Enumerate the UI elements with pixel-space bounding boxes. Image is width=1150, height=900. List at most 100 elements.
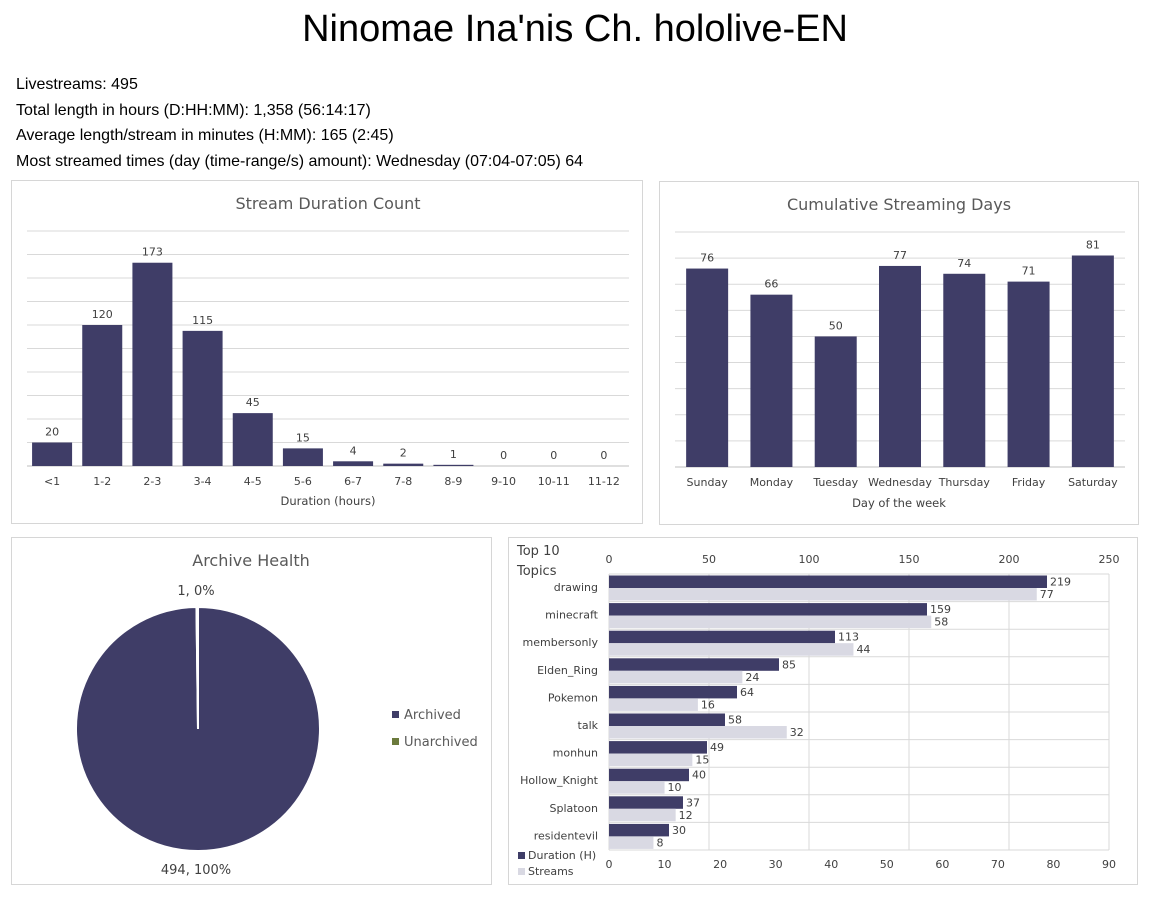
- duration-data-label: 4: [350, 444, 357, 457]
- duration-tick-label: 2-3: [143, 475, 161, 488]
- topics-bar-streams: [609, 726, 787, 739]
- days-chart-xlabel: Day of the week: [852, 496, 946, 510]
- duration-data-label: 115: [192, 314, 213, 327]
- archive-legend-label: Archived: [404, 708, 461, 723]
- duration-data-label: 0: [500, 449, 507, 462]
- topics-data-label-duration: 159: [930, 603, 951, 616]
- duration-tick-label: 8-9: [444, 475, 462, 488]
- duration-bar: [433, 464, 474, 466]
- days-bar: [1007, 281, 1050, 467]
- topics-category-label: residentevil: [534, 829, 598, 842]
- duration-tick-label: 5-6: [294, 475, 312, 488]
- topics-title-line2: Topics: [516, 564, 557, 579]
- topics-bottom-tick-label: 60: [935, 858, 949, 871]
- topics-bar-streams: [609, 836, 654, 849]
- days-bar: [879, 265, 921, 467]
- archive-legend-swatch: [392, 738, 399, 745]
- topics-bar-streams: [609, 615, 932, 629]
- days-bar: [750, 294, 793, 467]
- days-data-label: 81: [1086, 239, 1100, 252]
- topics-chart-title: Top 10 Topics: [516, 544, 564, 579]
- topics-top-tick-label: 150: [899, 553, 920, 566]
- duration-tick-label: 1-2: [93, 475, 111, 488]
- duration-chart: Stream Duration Count Duration (hours) 2…: [27, 194, 629, 508]
- days-data-label: 50: [829, 319, 843, 332]
- topics-legend-swatch-streams: [518, 868, 525, 875]
- days-bar: [1071, 255, 1114, 467]
- duration-bar: [383, 463, 424, 466]
- duration-bar: [282, 448, 323, 466]
- topics-bottom-tick-label: 10: [658, 858, 672, 871]
- stats-block: Livestreams: 495 Total length in hours (…: [16, 72, 583, 175]
- duration-chart-xlabel: Duration (hours): [281, 494, 376, 508]
- days-bar: [686, 268, 729, 467]
- topics-data-label-streams: 12: [679, 809, 693, 822]
- duration-data-label: 1: [450, 448, 457, 461]
- topics-bar-duration: [609, 796, 683, 809]
- topics-bar-duration: [609, 658, 779, 671]
- days-tick-label: Monday: [750, 476, 794, 489]
- days-tick-label: Saturday: [1068, 476, 1118, 489]
- topics-data-label-streams: 24: [745, 671, 759, 684]
- topics-top-tick-label: 200: [999, 553, 1020, 566]
- topics-bar-streams: [609, 781, 665, 794]
- topics-category-label: Elden_Ring: [537, 664, 598, 677]
- topics-bottom-tick-label: 0: [606, 858, 613, 871]
- duration-bar: [232, 413, 273, 466]
- days-tick-label: Friday: [1012, 476, 1046, 489]
- duration-data-label: 45: [246, 396, 260, 409]
- duration-bar: [82, 325, 123, 466]
- topics-bar-duration: [609, 713, 725, 726]
- days-chart-panel: Cumulative Streaming Days Day of the wee…: [659, 181, 1139, 525]
- duration-data-label: 120: [92, 308, 113, 321]
- topics-category-label: Splatoon: [549, 802, 598, 815]
- topics-data-label-streams: 16: [701, 698, 715, 711]
- duration-tick-label: 6-7: [344, 475, 362, 488]
- topics-legend-label-streams: Streams: [528, 865, 574, 878]
- topics-bottom-tick-label: 80: [1046, 858, 1060, 871]
- topics-data-label-duration: 219: [1050, 576, 1071, 589]
- topics-bar-streams: [609, 698, 698, 711]
- days-data-label: 77: [893, 249, 907, 262]
- days-chart: Cumulative Streaming Days Day of the wee…: [675, 195, 1125, 510]
- days-chart-title: Cumulative Streaming Days: [787, 195, 1011, 214]
- topics-data-label-duration: 64: [740, 686, 754, 699]
- duration-data-label: 0: [550, 449, 557, 462]
- topics-chart: Top 10 Topics 0 50 100 150 200 250 0 10 20 30 40 50…: [516, 544, 1120, 878]
- archive-data-label-unarchived: 1, 0%: [177, 584, 214, 599]
- days-data-label: 71: [1022, 265, 1036, 278]
- topics-bottom-tick-label: 20: [713, 858, 727, 871]
- topics-top-tick-label: 0: [606, 553, 613, 566]
- topics-data-label-streams: 58: [934, 616, 948, 629]
- duration-data-label: 0: [600, 449, 607, 462]
- duration-data-label: 20: [45, 426, 59, 439]
- topics-bottom-tick-label: 30: [769, 858, 783, 871]
- topics-data-label-duration: 58: [728, 714, 742, 727]
- stat-average-length: Average length/stream in minutes (H:MM):…: [16, 127, 394, 145]
- topics-bar-streams: [609, 643, 854, 656]
- days-data-label: 74: [957, 257, 971, 270]
- topics-legend-label-duration: Duration (H): [528, 849, 596, 862]
- topics-data-label-duration: 85: [782, 658, 796, 671]
- topics-bar-duration: [609, 630, 835, 644]
- duration-tick-label: 7-8: [394, 475, 412, 488]
- duration-data-label: 2: [400, 447, 407, 460]
- duration-tick-label: <1: [44, 475, 60, 488]
- topics-data-label-streams: 77: [1040, 588, 1054, 601]
- topics-bar-streams: [609, 753, 693, 767]
- duration-data-label: 15: [296, 431, 310, 444]
- topics-top-tick-label: 50: [702, 553, 716, 566]
- days-data-label: 66: [764, 278, 778, 291]
- topics-top-tick-label: 100: [799, 553, 820, 566]
- duration-chart-panel: Stream Duration Count Duration (hours) 2…: [11, 180, 643, 524]
- archive-chart: Archive Health 494, 100% 1, 0% Archived Una…: [75, 551, 478, 878]
- stat-total-length: Total length in hours (D:HH:MM): 1,358 (…: [16, 101, 371, 119]
- duration-tick-label: 3-4: [194, 475, 212, 488]
- topics-bar-duration: [609, 768, 689, 782]
- topics-category-label: membersonly: [523, 636, 599, 649]
- topics-bottom-tick-label: 50: [880, 858, 894, 871]
- topics-data-label-streams: 8: [656, 836, 663, 849]
- topics-top-tick-label: 250: [1099, 553, 1120, 566]
- topics-bar-streams: [609, 588, 1037, 601]
- duration-tick-label: 10-11: [538, 475, 570, 488]
